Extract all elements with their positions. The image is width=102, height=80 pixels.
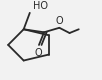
Text: O: O: [55, 16, 63, 26]
Text: O: O: [34, 48, 42, 58]
Text: HO: HO: [33, 1, 48, 11]
